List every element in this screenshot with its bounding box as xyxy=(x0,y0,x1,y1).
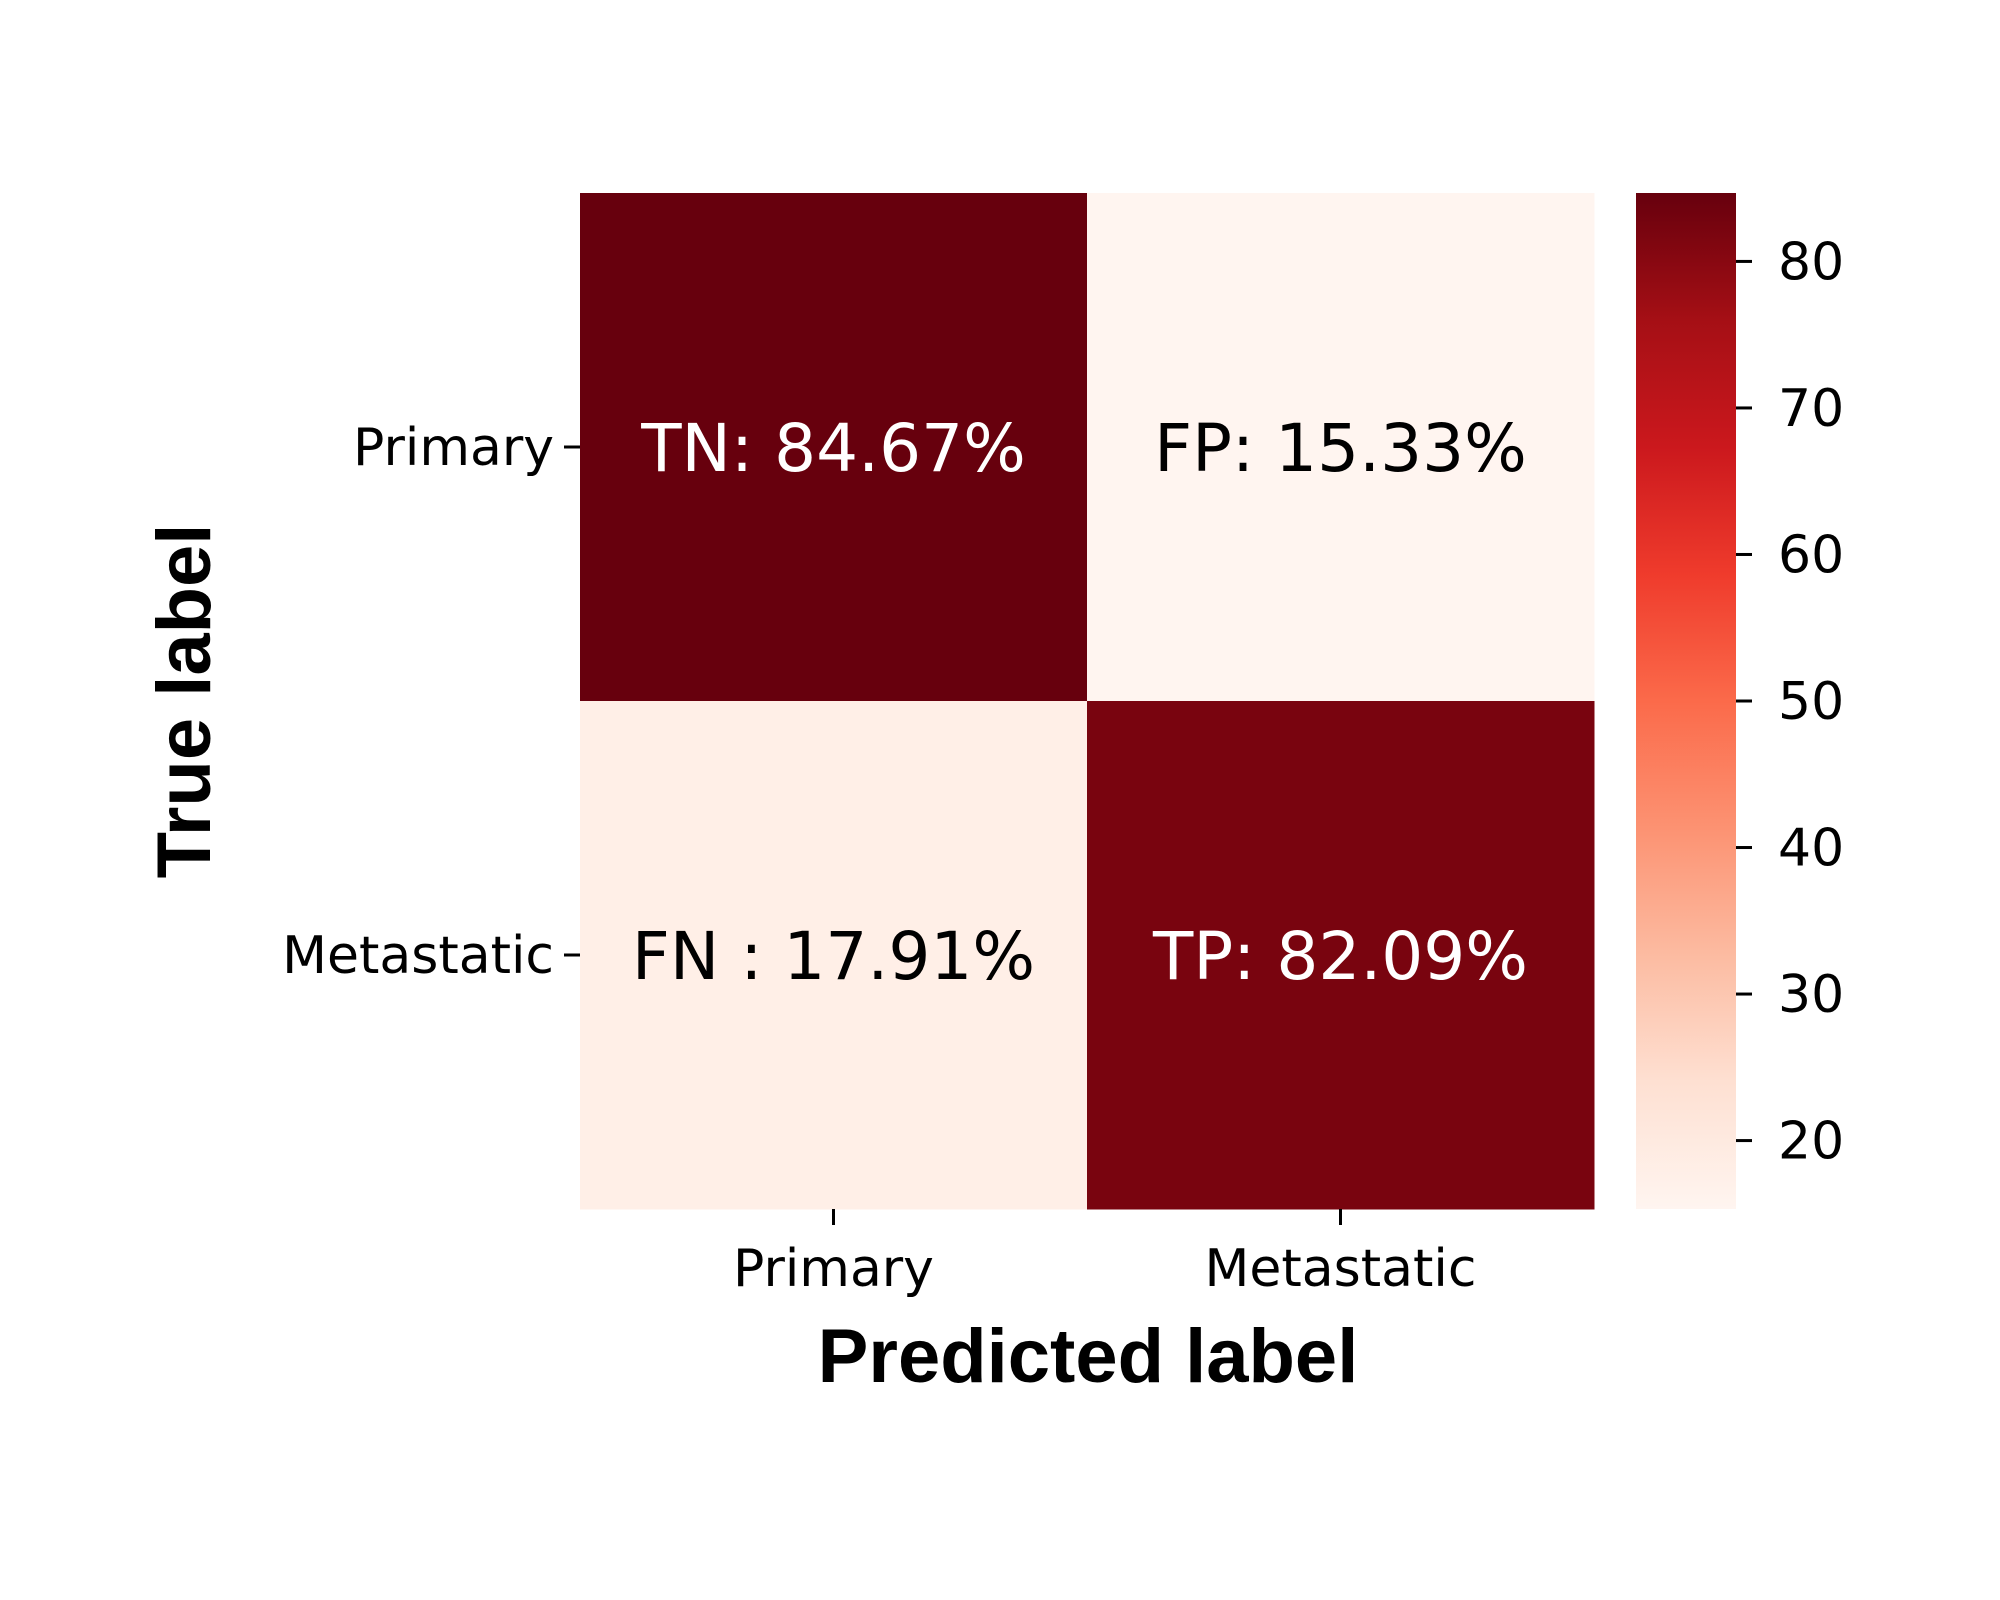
cell-label-tn: TN: 84.67% xyxy=(640,410,1026,487)
colorbar-tick-label-40: 40 xyxy=(1778,819,1844,879)
heatmap-cell-labels: TN: 84.67% FP: 15.33% FN : 17.91% TP: 82.09… xyxy=(632,410,1528,995)
heatmap-cell-tn xyxy=(580,193,1088,702)
x-tick-label-primary: Primary xyxy=(733,1239,934,1299)
x-tick-label-metastatic: Metastatic xyxy=(1205,1239,1477,1299)
y-axis: Primary Metastatic xyxy=(282,418,580,986)
y-tick-label-metastatic: Metastatic xyxy=(282,926,554,986)
cell-label-tp: TP: 82.09% xyxy=(1152,918,1528,995)
heatmap-cell-tp xyxy=(1087,701,1595,1210)
colorbar-tick-label-70: 70 xyxy=(1778,379,1844,439)
heatmap-cells xyxy=(580,193,1595,1210)
cell-label-fn: FN : 17.91% xyxy=(632,918,1035,995)
colorbar xyxy=(1636,193,1736,1209)
colorbar-tick-label-60: 60 xyxy=(1778,525,1844,585)
colorbar-tick-label-80: 80 xyxy=(1778,232,1844,292)
colorbar-tick-label-50: 50 xyxy=(1778,672,1844,732)
colorbar-tick-label-30: 30 xyxy=(1778,965,1844,1025)
heatmap-cell-fn xyxy=(580,701,1088,1210)
cell-label-fp: FP: 15.33% xyxy=(1154,410,1527,487)
heatmap-cell-fp xyxy=(1087,193,1595,702)
y-axis-title: True label xyxy=(142,524,227,879)
x-axis: Primary Metastatic xyxy=(733,1209,1476,1299)
colorbar-tick-label-20: 20 xyxy=(1778,1112,1844,1172)
colorbar-ticks: 20 30 40 50 60 70 80 xyxy=(1736,232,1844,1172)
x-axis-title: Predicted label xyxy=(818,1314,1359,1399)
y-tick-label-primary: Primary xyxy=(353,418,554,478)
